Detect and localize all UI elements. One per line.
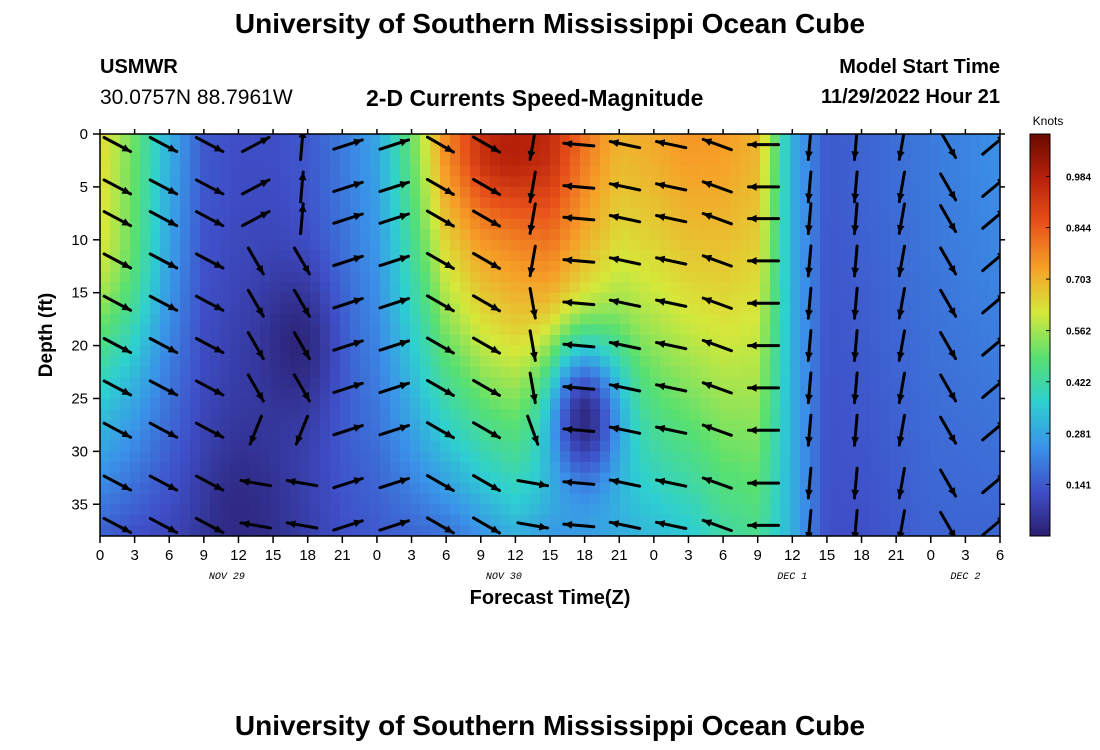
colorbar-tick-label: 0.281 — [1066, 429, 1091, 440]
x-tick-label: 0 — [96, 547, 104, 564]
x-tick-label: 6 — [442, 547, 450, 564]
date-label: DEC 2 — [950, 572, 980, 583]
colorbar-tick-label: 0.844 — [1066, 224, 1091, 235]
colorbar-tick-label: 0.141 — [1066, 480, 1091, 491]
colorbar-tick-label: 0.984 — [1066, 172, 1091, 183]
x-tick-label: 15 — [542, 547, 559, 564]
x-tick-label: 3 — [130, 547, 138, 564]
colorbar-unit: Knots — [1033, 114, 1064, 128]
x-tick-label: 3 — [407, 547, 415, 564]
x-tick-label: 0 — [650, 547, 658, 564]
x-tick-label: 3 — [961, 547, 969, 564]
y-tick-label: 5 — [80, 179, 88, 196]
y-tick-label: 25 — [71, 390, 88, 407]
x-tick-label: 9 — [477, 547, 485, 564]
y-tick-label: 0 — [80, 126, 88, 143]
speed-heatmap — [100, 134, 1001, 537]
colorbar-tick-label: 0.703 — [1066, 275, 1091, 286]
y-tick-label: 15 — [71, 285, 88, 302]
x-tick-label: 9 — [754, 547, 762, 564]
y-axis-label: Depth (ft) — [36, 293, 57, 377]
x-tick-label: 18 — [576, 547, 593, 564]
x-tick-label: 6 — [165, 547, 173, 564]
x-tick-label: 21 — [888, 547, 905, 564]
x-tick-label: 18 — [299, 547, 316, 564]
x-tick-label: 21 — [334, 547, 351, 564]
x-tick-label: 12 — [784, 547, 801, 564]
x-tick-label: 15 — [819, 547, 836, 564]
y-tick-label: 35 — [71, 496, 88, 513]
y-tick-label: 30 — [71, 443, 88, 460]
x-tick-label: 12 — [230, 547, 247, 564]
y-tick-label: 10 — [71, 232, 88, 249]
y-tick-label: 20 — [71, 338, 88, 355]
x-tick-label: 21 — [611, 547, 628, 564]
x-tick-label: 18 — [853, 547, 870, 564]
x-tick-label: 0 — [373, 547, 381, 564]
x-axis-label: Forecast Time(Z) — [470, 587, 631, 609]
colorbar: Knots 0.141 0.281 0.422 0.562 0.703 0.844 0.98… — [1030, 114, 1091, 536]
date-label: NOV 29 — [209, 572, 245, 583]
x-tick-label: 6 — [719, 547, 727, 564]
colorbar-tick-label: 0.422 — [1066, 378, 1091, 389]
colorbar-gradient — [1030, 134, 1050, 536]
x-tick-label: 6 — [996, 547, 1004, 564]
x-tick-label: 12 — [507, 547, 524, 564]
date-label: NOV 30 — [486, 572, 522, 583]
footer-title: University of Southern Mississippi Ocean… — [0, 710, 1100, 742]
x-tick-label: 9 — [200, 547, 208, 564]
x-tick-label: 3 — [684, 547, 692, 564]
date-label: DEC 1 — [777, 572, 807, 583]
x-tick-label: 15 — [265, 547, 282, 564]
currents-chart: 0 3 6 9 12 15 18 21 0 3 6 9 12 15 18 21 0 3 6 9 12 15 18 21 0 3 6 N… — [0, 0, 1100, 700]
colorbar-tick-label: 0.562 — [1066, 327, 1091, 338]
x-tick-label: 0 — [927, 547, 935, 564]
